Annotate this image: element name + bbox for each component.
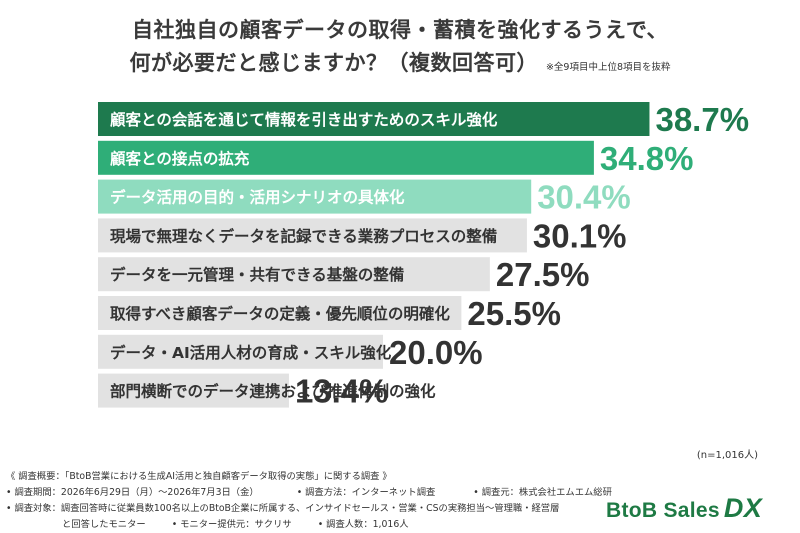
bar-value-label: 34.8% [600, 140, 694, 177]
chart-title-line2-text: 何が必要だと感じますか？（複数回答可） [129, 51, 538, 75]
bar-group: データ活用の目的・活用シナリオの具体化 30.4% [98, 179, 631, 216]
bar-category-label: 現場で無理なくデータを記録できる業務プロセスの整備 [110, 226, 497, 245]
bar [98, 140, 594, 175]
chart-title-line2: 何が必要だと感じますか？（複数回答可） ※全9項目中上位8項目を抜粋 [0, 47, 800, 77]
survey-summary: 《 調査概要：「BtoB営業における生成AI活用と独自顧客データ取得の実態」に関… [6, 471, 392, 482]
survey-provider: • モニター提供元：サクリサ [171, 519, 292, 530]
bar-category-label: 部門横断でのデータ連携および推進体制の強化 [110, 382, 436, 401]
survey-target-row2: と回答したモニター • モニター提供元：サクリサ • 調査人数：1,016人 [6, 517, 626, 533]
bar-group: 顧客との接点の拡充 34.8% [98, 140, 693, 177]
survey-meta-row: • 調査期間：2026年6月29日（月）〜2026年7月3日（金） • 調査方法：… [6, 485, 626, 501]
bar-group: 現場で無理なくデータを記録できる業務プロセスの整備 30.1% [98, 217, 627, 254]
chart-title-line1: 自社独自の顧客データの取得・蓄積を強化するうえで、 [131, 18, 669, 42]
survey-period: • 調査期間：2026年6月29日（月）〜2026年7月3日（金） [6, 487, 259, 498]
sample-size: (n=1,016人) [696, 450, 758, 461]
survey-source: • 調査元：株式会社エムエム総研 [473, 487, 612, 498]
bar-group: データを一元管理・共有できる基盤の整備 27.5% [98, 256, 589, 293]
bar-value-label: 30.4% [537, 179, 631, 216]
bar [98, 102, 650, 136]
bar [98, 373, 289, 408]
bar-value-label: 20.0% [389, 334, 483, 371]
bar [98, 218, 527, 253]
chart-title-note: ※全9項目中上位8項目を抜粋 [545, 62, 671, 73]
survey-target-cont: と回答したモニター [62, 519, 146, 530]
bar-category-label: 取得すべき顧客データの定義・優先順位の明確化 [110, 304, 450, 323]
bar [98, 334, 383, 369]
survey-target: • 調査対象：調査回答時に従業員数100名以上のBtoB企業に所属する、インサイ… [6, 503, 560, 514]
bar [98, 257, 490, 292]
bar-group: 顧客との会話を通じて情報を引き出すためのスキル強化 38.7% [98, 101, 749, 138]
bar-value-label: 13.4% [295, 373, 389, 410]
survey-count: • 調査人数：1,016人 [317, 519, 409, 530]
survey-method: • 調査方法：インターネット調査 [296, 487, 436, 498]
bar-category-label: データ活用の目的・活用シナリオの具体化 [110, 188, 405, 207]
survey-footer: 《 調査概要：「BtoB営業における生成AI活用と独自顧客データ取得の実態」に関… [6, 469, 626, 533]
bar-group: 取得すべき顧客データの定義・優先順位の明確化 25.5% [98, 295, 561, 332]
bar-category-label: 顧客との会話を通じて情報を引き出すためのスキル強化 [110, 110, 498, 129]
bar [98, 179, 532, 214]
bar-value-label: 25.5% [467, 295, 561, 332]
bar-value-label: 38.7% [655, 101, 749, 138]
bar [98, 296, 462, 330]
brand-logo: BtoB Sales DX [606, 493, 762, 524]
bar-value-label: 30.1% [533, 217, 627, 254]
bar-category-label: 顧客との接点の拡充 [110, 149, 250, 168]
bar-category-label: データを一元管理・共有できる基盤の整備 [110, 265, 404, 284]
bar-category-label: データ・AI活用人材の育成・スキル強化 [110, 343, 392, 362]
bar-value-label: 27.5% [496, 256, 590, 293]
brand-logo-accent: DX [723, 493, 762, 523]
brand-logo-text: BtoB Sales [606, 499, 720, 522]
